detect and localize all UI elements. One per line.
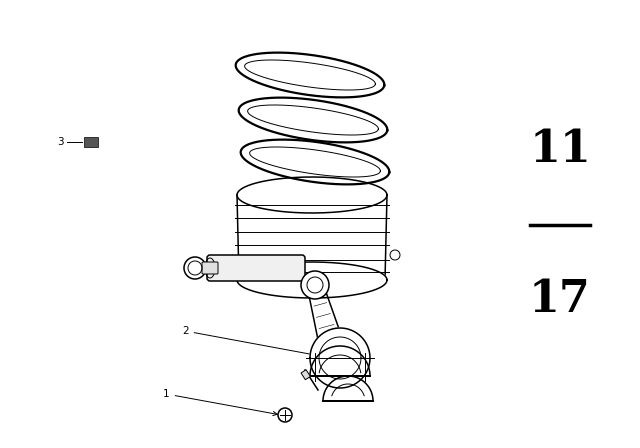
Polygon shape [239, 98, 387, 142]
Circle shape [301, 271, 329, 299]
Circle shape [184, 257, 206, 279]
Polygon shape [323, 376, 373, 401]
Text: 2: 2 [182, 326, 312, 354]
Circle shape [390, 250, 400, 260]
Polygon shape [310, 346, 370, 376]
Polygon shape [237, 177, 387, 213]
FancyBboxPatch shape [202, 262, 218, 274]
Text: 11: 11 [529, 128, 591, 171]
Polygon shape [307, 283, 351, 372]
Polygon shape [236, 52, 385, 97]
Text: 3: 3 [58, 137, 64, 147]
Circle shape [278, 408, 292, 422]
Text: 17: 17 [529, 278, 591, 321]
Text: 1: 1 [163, 389, 277, 416]
Bar [301, 370, 310, 380]
Bar [84, 137, 98, 147]
Polygon shape [237, 262, 387, 298]
Polygon shape [241, 140, 389, 185]
Polygon shape [310, 328, 370, 388]
FancyBboxPatch shape [207, 255, 305, 281]
